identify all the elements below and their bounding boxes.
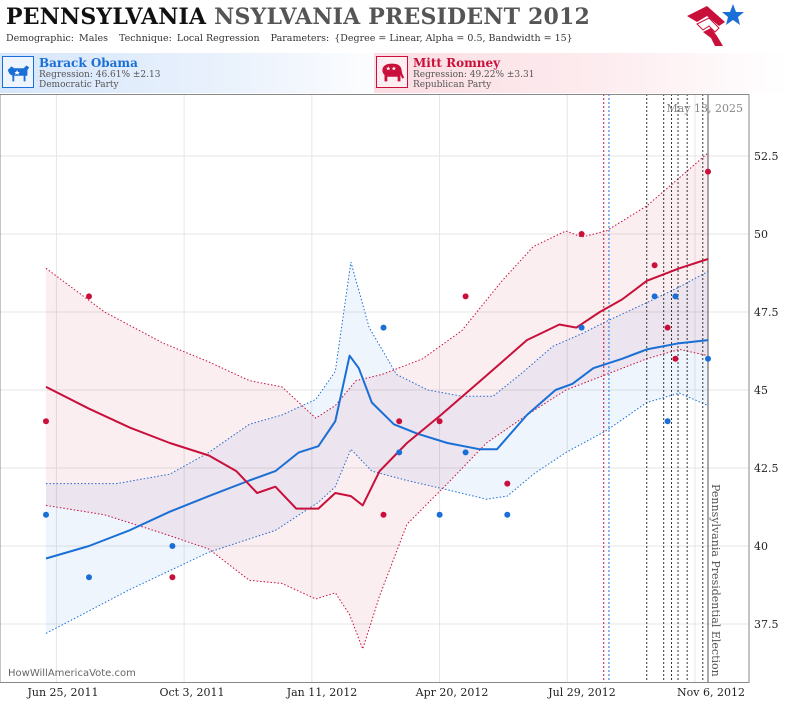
x-tick-label: Jan 11, 2012 xyxy=(286,686,358,699)
poll-point-dem[interactable] xyxy=(462,449,469,456)
subtitle: Demographic: Males Technique: Local Regr… xyxy=(6,33,575,44)
tick-labels: Jun 25, 2011 Oct 3, 2011 Jan 11, 2012 Apr 2… xyxy=(26,150,778,699)
plot-frame xyxy=(0,94,750,683)
band-area-rep xyxy=(46,152,708,649)
x-tick-label: Jun 25, 2011 xyxy=(26,686,98,699)
poll-point-rep[interactable] xyxy=(651,262,658,269)
y-tick-label: 37.5 xyxy=(754,618,779,631)
candidate-name-dem: Barack Obama xyxy=(39,56,138,70)
title-state: PENNSYLVANIA xyxy=(6,4,207,30)
poll-point-dem[interactable] xyxy=(380,324,387,331)
technique-value: Local Regression xyxy=(176,33,260,44)
x-tick-label: Jul 29, 2012 xyxy=(547,686,616,699)
header: PENNSYLVANIA NSYLVANIA PRESIDENT 2012 De… xyxy=(0,0,789,50)
trend-lines xyxy=(45,258,709,560)
y-tick-label: 50 xyxy=(754,228,768,241)
poll-point-rep[interactable] xyxy=(705,168,711,175)
poll-point-rep[interactable] xyxy=(672,355,679,362)
regression-rep: Regression: 49.22% ±3.31 xyxy=(413,70,535,80)
poll-point-rep[interactable] xyxy=(169,574,176,581)
candidate-legend: Barack Obama Regression: 46.61% ±2.13 De… xyxy=(0,53,789,93)
poll-point-dem[interactable] xyxy=(169,543,176,549)
vertical-markers xyxy=(603,94,709,682)
date-annotation: May 13, 2025 xyxy=(666,102,743,115)
trend-line-rep xyxy=(45,258,709,510)
party-rep: Republican Party xyxy=(413,80,492,90)
poll-chart: Jun 25, 2011 Oct 3, 2011 Jan 11, 2012 Apr 2… xyxy=(0,94,779,699)
poll-point-dem[interactable] xyxy=(651,293,658,300)
parameters-label: Parameters: xyxy=(270,33,330,44)
poll-point-rep[interactable] xyxy=(462,293,469,300)
technique-label: Technique: xyxy=(119,33,172,44)
poll-point-rep[interactable] xyxy=(86,293,92,300)
poll-point-rep[interactable] xyxy=(664,324,671,331)
poll-point-rep[interactable] xyxy=(380,511,387,518)
poll-point-dem[interactable] xyxy=(664,418,671,425)
event-label: Pennsylvania Presidential Election xyxy=(709,484,722,677)
party-dem: Democratic Party xyxy=(39,80,119,90)
trend-line-dem xyxy=(45,339,709,560)
candidate-dem: Barack Obama Regression: 46.61% ±2.13 De… xyxy=(0,53,400,93)
y-tick-label: 42.5 xyxy=(754,462,779,475)
data-points xyxy=(43,168,711,581)
demographic-value: Males xyxy=(79,33,108,44)
poll-point-rep[interactable] xyxy=(504,480,511,487)
star-flag-logo-icon xyxy=(687,4,744,46)
poll-point-rep[interactable] xyxy=(396,418,403,425)
poll-point-rep[interactable] xyxy=(43,418,49,425)
poll-point-rep[interactable] xyxy=(578,231,585,237)
poll-point-dem[interactable] xyxy=(504,511,511,518)
elephant-icon xyxy=(376,56,408,88)
band-upper-rep xyxy=(45,152,709,419)
poll-point-dem[interactable] xyxy=(43,511,49,518)
poll-point-dem[interactable] xyxy=(705,355,711,362)
page-title: PENNSYLVANIA NSYLVANIA PRESIDENT 2012 xyxy=(6,4,590,30)
poll-point-dem[interactable] xyxy=(86,574,92,581)
band-area-dem xyxy=(46,262,708,634)
poll-point-dem[interactable] xyxy=(436,511,443,518)
poll-point-dem[interactable] xyxy=(578,324,585,331)
poll-point-dem[interactable] xyxy=(672,293,679,300)
candidate-name-rep: Mitt Romney xyxy=(413,56,501,70)
donkey-icon xyxy=(2,56,34,88)
candidate-rep: Mitt Romney Regression: 49.22% ±3.31 Rep… xyxy=(374,53,789,93)
poll-point-dem[interactable] xyxy=(396,449,403,456)
y-tick-label: 40 xyxy=(754,540,768,553)
x-tick-label: Nov 6, 2012 xyxy=(677,686,745,699)
band-upper-dem xyxy=(46,261,709,485)
confidence-bands xyxy=(45,152,709,651)
y-tick-label: 45 xyxy=(754,384,768,397)
y-tick-label: 52.5 xyxy=(754,150,779,163)
poll-point-rep[interactable] xyxy=(436,418,443,425)
grid xyxy=(0,94,749,682)
x-tick-label: Oct 3, 2011 xyxy=(159,686,224,699)
title-rest: NSYLVANIA PRESIDENT 2012 xyxy=(214,4,591,30)
y-tick-label: 47.5 xyxy=(754,306,779,319)
x-tick-label: Apr 20, 2012 xyxy=(415,686,489,699)
regression-dem: Regression: 46.61% ±2.13 xyxy=(39,70,161,80)
demographic-label: Demographic: xyxy=(6,33,75,44)
watermark: HowWillAmericaVote.com xyxy=(8,668,136,679)
parameters-value: {Degree = Linear, Alpha = 0.5, Bandwidth… xyxy=(334,33,573,44)
